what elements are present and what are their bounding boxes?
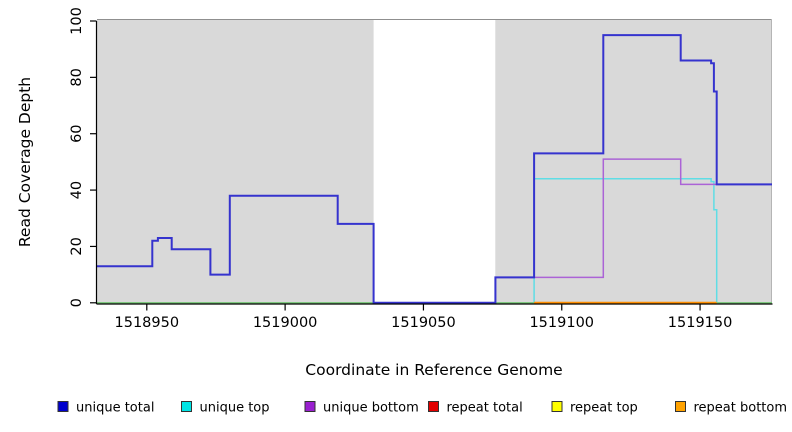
x-tick-label: 1518950 — [115, 315, 180, 331]
y-tick-label: 40 — [69, 181, 85, 199]
legend-label-repeat-total: repeat total — [447, 401, 523, 416]
y-tick-label: 20 — [69, 237, 85, 255]
legend-swatch-repeat-bottom — [675, 401, 686, 412]
x-tick-label: 1519050 — [391, 315, 456, 331]
legend-swatch-repeat-top — [551, 401, 563, 412]
y-ticks: 0 20 40 60 80 100 — [69, 7, 97, 307]
y-tick-label: 80 — [69, 68, 85, 86]
y-axis-title: Read Coverage Depth — [16, 77, 34, 247]
y-tick-label: 60 — [69, 124, 85, 142]
panel-layer — [97, 19, 772, 304]
y-tick-label: 0 — [69, 298, 85, 307]
legend-swatch-unique-total — [57, 401, 69, 412]
x-tick-label: 1519000 — [253, 315, 318, 331]
axes-layer — [95, 21, 773, 305]
uncovered-gap-band — [373, 19, 496, 304]
x-ticks: 1518950 1519000 1519050 1519100 1519150 — [115, 304, 733, 331]
x-tick-label: 1519100 — [529, 315, 594, 331]
legend-label-repeat-bottom: repeat bottom — [694, 401, 788, 416]
y-tick-label: 100 — [69, 7, 85, 35]
x-axis-title: Coordinate in Reference Genome — [305, 361, 562, 379]
x-tick-label: 1519150 — [668, 315, 733, 331]
series-layer — [97, 34, 772, 304]
legend-label-unique-total: unique total — [76, 401, 154, 416]
legend-label-unique-bottom: unique bottom — [323, 401, 419, 416]
legend-swatch-unique-bottom — [304, 401, 316, 412]
legend-swatch-repeat-total — [428, 401, 439, 412]
legend: unique total unique top unique bottom repea… — [57, 401, 788, 416]
legend-label-repeat-top: repeat top — [570, 401, 638, 416]
legend-swatch-unique-top — [181, 401, 192, 412]
legend-label-unique-top: unique top — [200, 401, 270, 416]
series-line-unique-total — [97, 34, 772, 304]
